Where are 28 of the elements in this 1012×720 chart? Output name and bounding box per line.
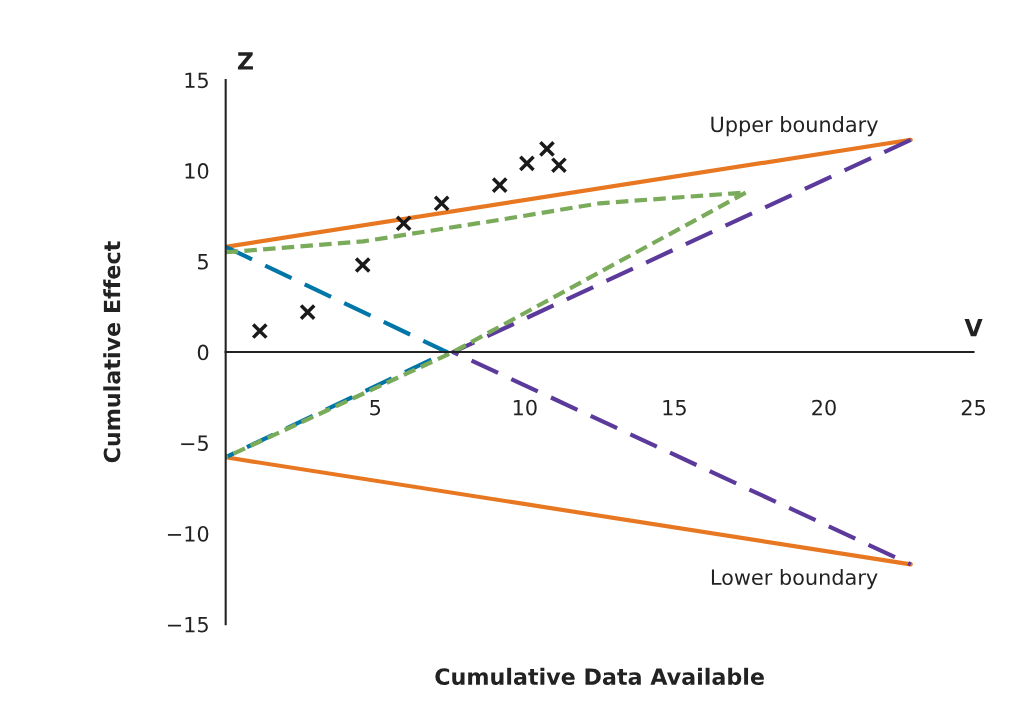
point xyxy=(518,155,536,172)
point xyxy=(491,176,509,194)
y-axis-title: Cumulative Effect xyxy=(103,241,121,463)
line-series xyxy=(225,190,749,460)
y-tick-label: 10 xyxy=(185,163,209,179)
x-tick-label: 10 xyxy=(513,399,537,416)
x-tick-label: 15 xyxy=(663,399,686,416)
y-tick-label: 5 xyxy=(198,254,208,270)
point xyxy=(299,303,316,321)
x-tick-label: 5 xyxy=(370,399,381,416)
point xyxy=(395,214,412,232)
y-tick-label: −15 xyxy=(167,616,208,633)
annotation: Upper boundary xyxy=(711,116,878,137)
point xyxy=(538,140,556,158)
y-tick-label: 15 xyxy=(185,72,208,89)
point xyxy=(550,156,568,174)
x-tick-label: 25 xyxy=(961,399,985,416)
annotation: Lower boundary xyxy=(711,568,878,590)
point xyxy=(433,194,450,212)
x-axis-title: Cumulative Data Available xyxy=(435,667,764,685)
y-tick-label: −5 xyxy=(181,435,208,452)
x-tick-label: 20 xyxy=(812,399,836,416)
point xyxy=(354,256,372,274)
annotation: V xyxy=(964,319,983,337)
point xyxy=(251,322,269,340)
text: Z xyxy=(237,52,253,70)
y-tick-label: −10 xyxy=(167,525,209,542)
y-tick-label: 0 xyxy=(197,344,209,361)
